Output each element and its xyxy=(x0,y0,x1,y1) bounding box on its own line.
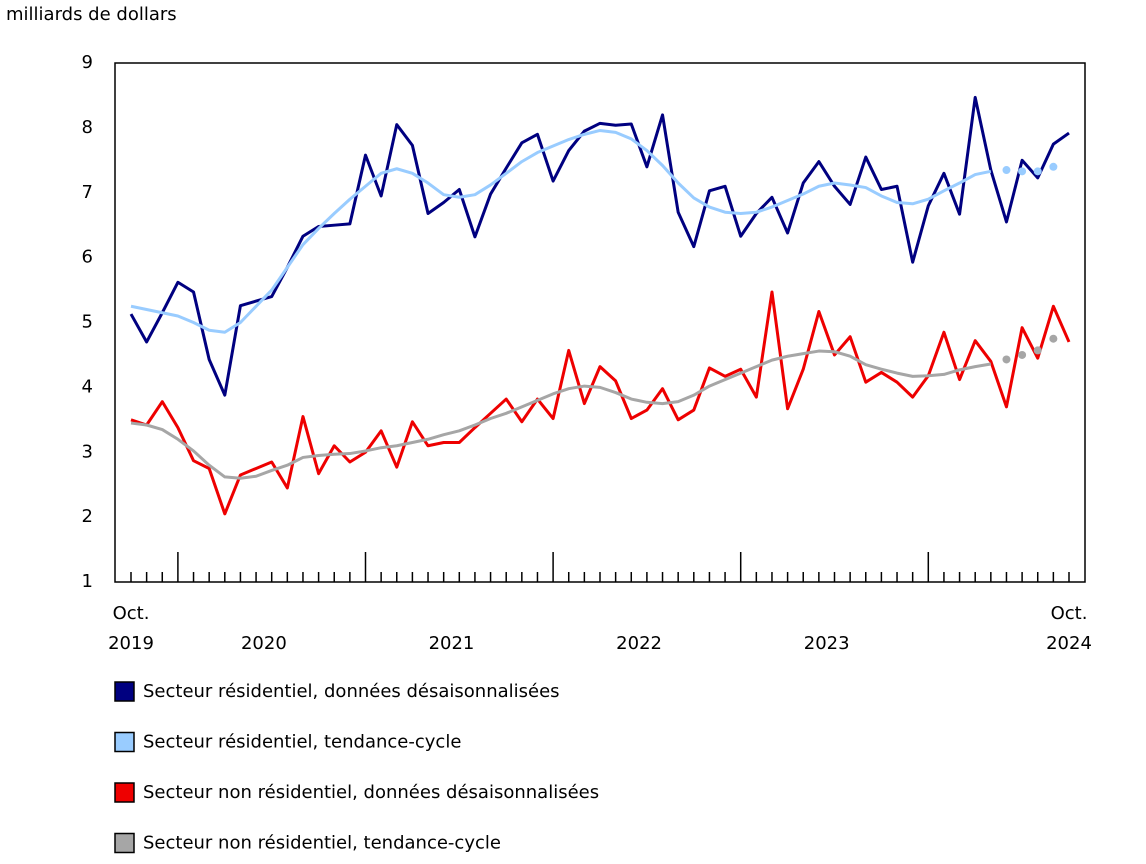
projected-point xyxy=(1049,162,1058,171)
legend-label: Secteur non résidentiel, tendance-cycle xyxy=(143,833,501,854)
projected-point xyxy=(1018,350,1027,359)
series-line xyxy=(130,290,1071,516)
x-year-label: 2022 xyxy=(616,633,662,654)
legend-swatch xyxy=(114,832,135,854)
x-year-label: 2020 xyxy=(241,633,287,654)
y-tick-label: 2 xyxy=(82,506,93,527)
y-axis-label: milliards de dollars xyxy=(6,4,177,25)
y-tick-label: 6 xyxy=(82,247,93,268)
x-tick-label: Oct. 2019 xyxy=(108,603,154,654)
y-tick-label: 1 xyxy=(82,571,93,592)
y-tick-label: 3 xyxy=(82,441,93,462)
series-line xyxy=(130,349,992,480)
projected-point xyxy=(1002,166,1011,175)
legend-swatch xyxy=(114,681,135,702)
projected-point xyxy=(1033,167,1042,176)
legend-label: Secteur résidentiel, tendance-cycle xyxy=(143,732,461,753)
y-tick-label: 7 xyxy=(82,182,93,203)
legend-label: Secteur non résidentiel, données désaiso… xyxy=(143,782,599,803)
plot-frame xyxy=(114,62,1086,583)
legend-swatch xyxy=(114,731,135,753)
projected-point xyxy=(1018,167,1027,176)
projected-point xyxy=(1049,334,1058,343)
x-year-label: 2021 xyxy=(429,633,475,654)
y-tick-label: 9 xyxy=(82,52,93,73)
y-tick-label: 8 xyxy=(82,117,93,138)
legend-label: Secteur résidentiel, données désaisonnal… xyxy=(143,681,560,702)
y-tick-label: 5 xyxy=(82,312,93,333)
y-tick-label: 4 xyxy=(82,376,93,397)
series-line xyxy=(129,95,1070,397)
x-year-label: 2023 xyxy=(804,633,850,654)
series-line xyxy=(130,128,992,334)
projected-point xyxy=(1033,346,1042,355)
projected-point xyxy=(1002,355,1011,364)
x-tick-label: Oct. 2024 xyxy=(1046,603,1092,654)
legend-swatch xyxy=(114,782,135,803)
